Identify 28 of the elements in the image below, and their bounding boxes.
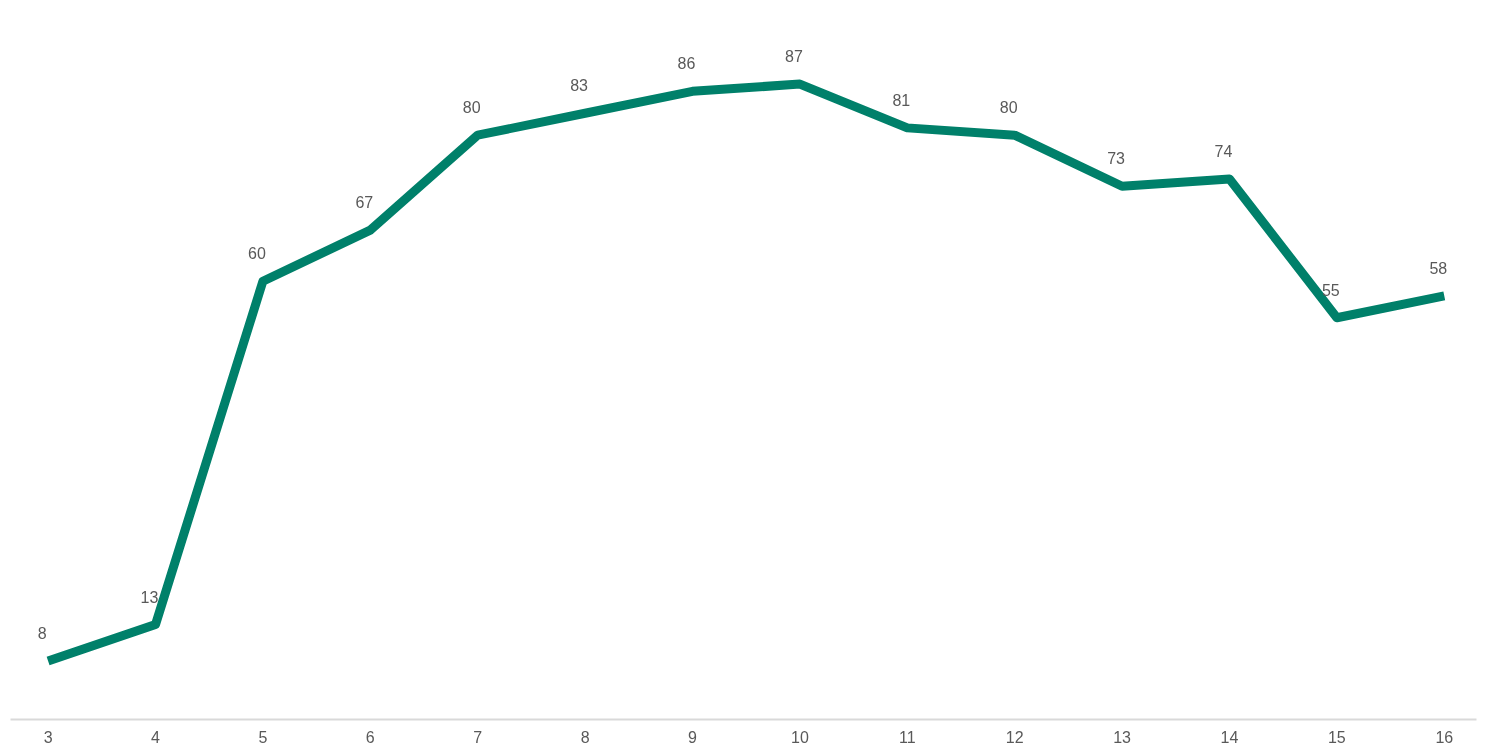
data-label: 13 (140, 588, 159, 606)
data-label: 8 (37, 625, 47, 643)
x-tick-label: 6 (365, 728, 375, 745)
x-tick-label: 16 (1435, 728, 1454, 745)
data-label: 67 (355, 194, 374, 212)
x-tick-label: 10 (790, 728, 809, 745)
x-tick-label: 4 (151, 728, 161, 745)
data-label: 55 (1321, 281, 1340, 299)
data-label: 58 (1429, 259, 1448, 277)
data-label: 74 (1214, 143, 1233, 160)
x-tick-label: 15 (1327, 728, 1346, 745)
x-tick-label: 8 (580, 728, 590, 745)
data-label: 86 (677, 55, 696, 73)
x-tick-label: 14 (1220, 728, 1239, 745)
data-label: 73 (1107, 150, 1126, 168)
x-tick-label: 3 (43, 728, 53, 745)
x-tick-label: 9 (688, 728, 698, 745)
data-label: 60 (247, 245, 266, 263)
x-tick-label: 7 (473, 728, 483, 745)
data-label: 87 (784, 48, 803, 66)
x-tick-label: 5 (258, 728, 268, 745)
data-label: 81 (892, 91, 911, 109)
data-label: 80 (462, 99, 481, 117)
data-label: 83 (570, 77, 589, 95)
data-label: 80 (999, 99, 1018, 117)
x-tick-label: 13 (1113, 728, 1132, 745)
x-tick-label: 12 (1005, 728, 1024, 745)
x-tick-label: 11 (898, 728, 916, 745)
